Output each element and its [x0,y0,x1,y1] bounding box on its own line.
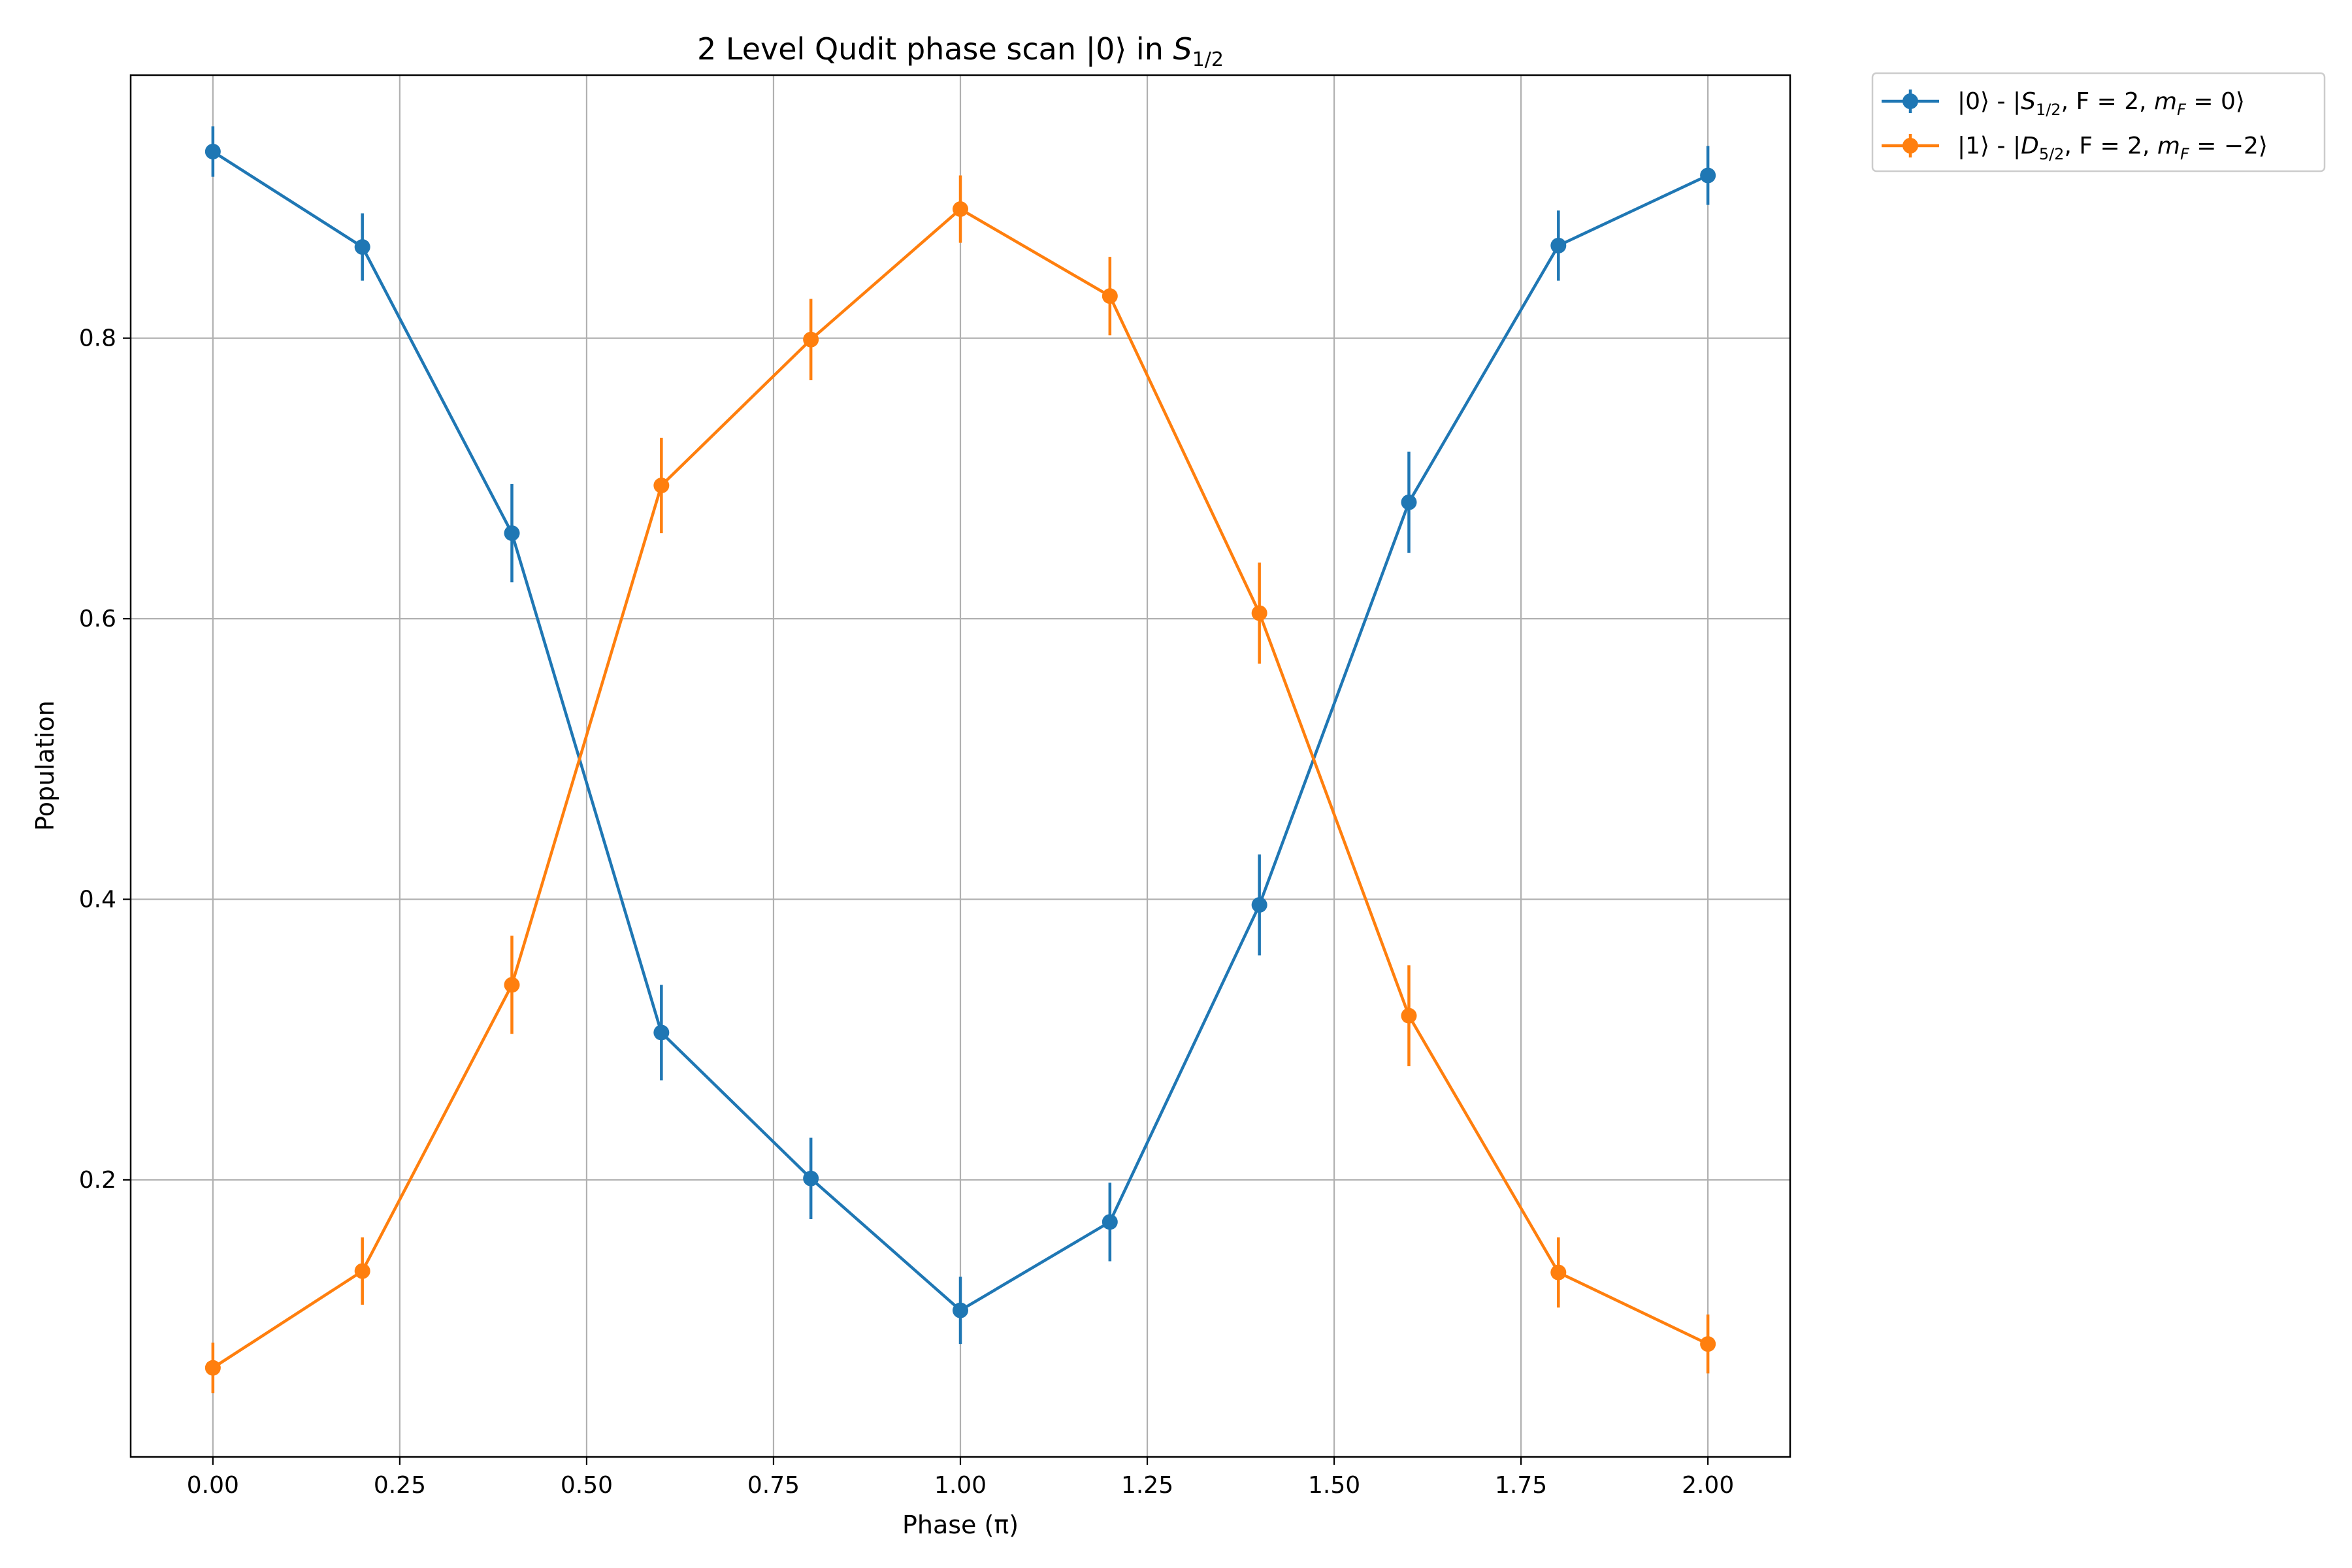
x-tick-label: 1.50 [1308,1472,1360,1499]
legend-label-series-0: |0⟩ - |S1/2, F = 2, mF = 0⟩ [1957,88,2245,119]
y-tick-label: 0.6 [79,606,116,632]
series-1-point [1550,1264,1567,1281]
legend-frame [1871,72,2326,172]
series-1-point [953,201,968,218]
axis-ticks: 0.00 0.25 0.50 0.75 1.00 1.25 1.50 1.75 2.00 0.2 0… [79,325,1734,1499]
y-axis-label: Population [31,700,59,831]
series-1-point [1251,605,1267,621]
series-1-point [1700,1336,1716,1352]
legend-entry-series-0: |0⟩ - |S1/2, F = 2, mF = 0⟩ [1882,88,2245,119]
series-0-point [1102,1214,1118,1230]
legend-marker-series-0 [1903,93,1918,109]
x-tick-label: 1.00 [934,1472,987,1499]
series-0-point [1251,897,1267,913]
y-tick-label: 0.8 [79,325,116,352]
series-1-point [504,977,520,993]
series-1-point [1401,1007,1417,1024]
series-0-point [204,144,221,160]
series-0-point [354,239,370,255]
x-axis-label: Phase (π) [902,1511,1019,1539]
plot-series [204,126,1716,1394]
series-0-point [953,1302,968,1318]
series-1-point [204,1360,221,1376]
x-tick-label: 2.00 [1682,1472,1734,1499]
legend-label-series-1: |1⟩ - |D5/2, F = 2, mF = −2⟩ [1957,133,2268,163]
x-tick-label: 1.25 [1121,1472,1173,1499]
gridlines [131,75,1790,1457]
series-0-point [1550,237,1567,253]
series-0-point [1700,167,1716,184]
chart-title: 2 Level Qudit phase scan |0⟩ in S1/2 [697,31,1224,71]
y-tick-label: 0.2 [79,1167,116,1194]
series-1-point [803,331,819,348]
x-tick-label: 0.50 [561,1472,613,1499]
x-tick-label: 1.75 [1495,1472,1547,1499]
x-tick-label: 0.00 [187,1472,239,1499]
series-1 [204,175,1716,1394]
legend: |0⟩ - |S1/2, F = 2, mF = 0⟩ |1⟩ - |D5/2,… [1871,72,2326,172]
series-1-point [1102,288,1118,304]
series-0-point [803,1170,819,1186]
x-tick-label: 0.75 [747,1472,800,1499]
x-tick-label: 0.25 [374,1472,426,1499]
legend-marker-series-1 [1903,138,1918,154]
series-1-point [354,1263,370,1279]
legend-entry-series-1: |1⟩ - |D5/2, F = 2, mF = −2⟩ [1882,133,2268,163]
series-0 [204,126,1716,1345]
series-0-point [653,1024,670,1041]
series-0-point [1401,494,1417,510]
series-1-point [653,478,670,494]
y-tick-label: 0.4 [79,886,116,913]
series-0-point [504,525,520,542]
